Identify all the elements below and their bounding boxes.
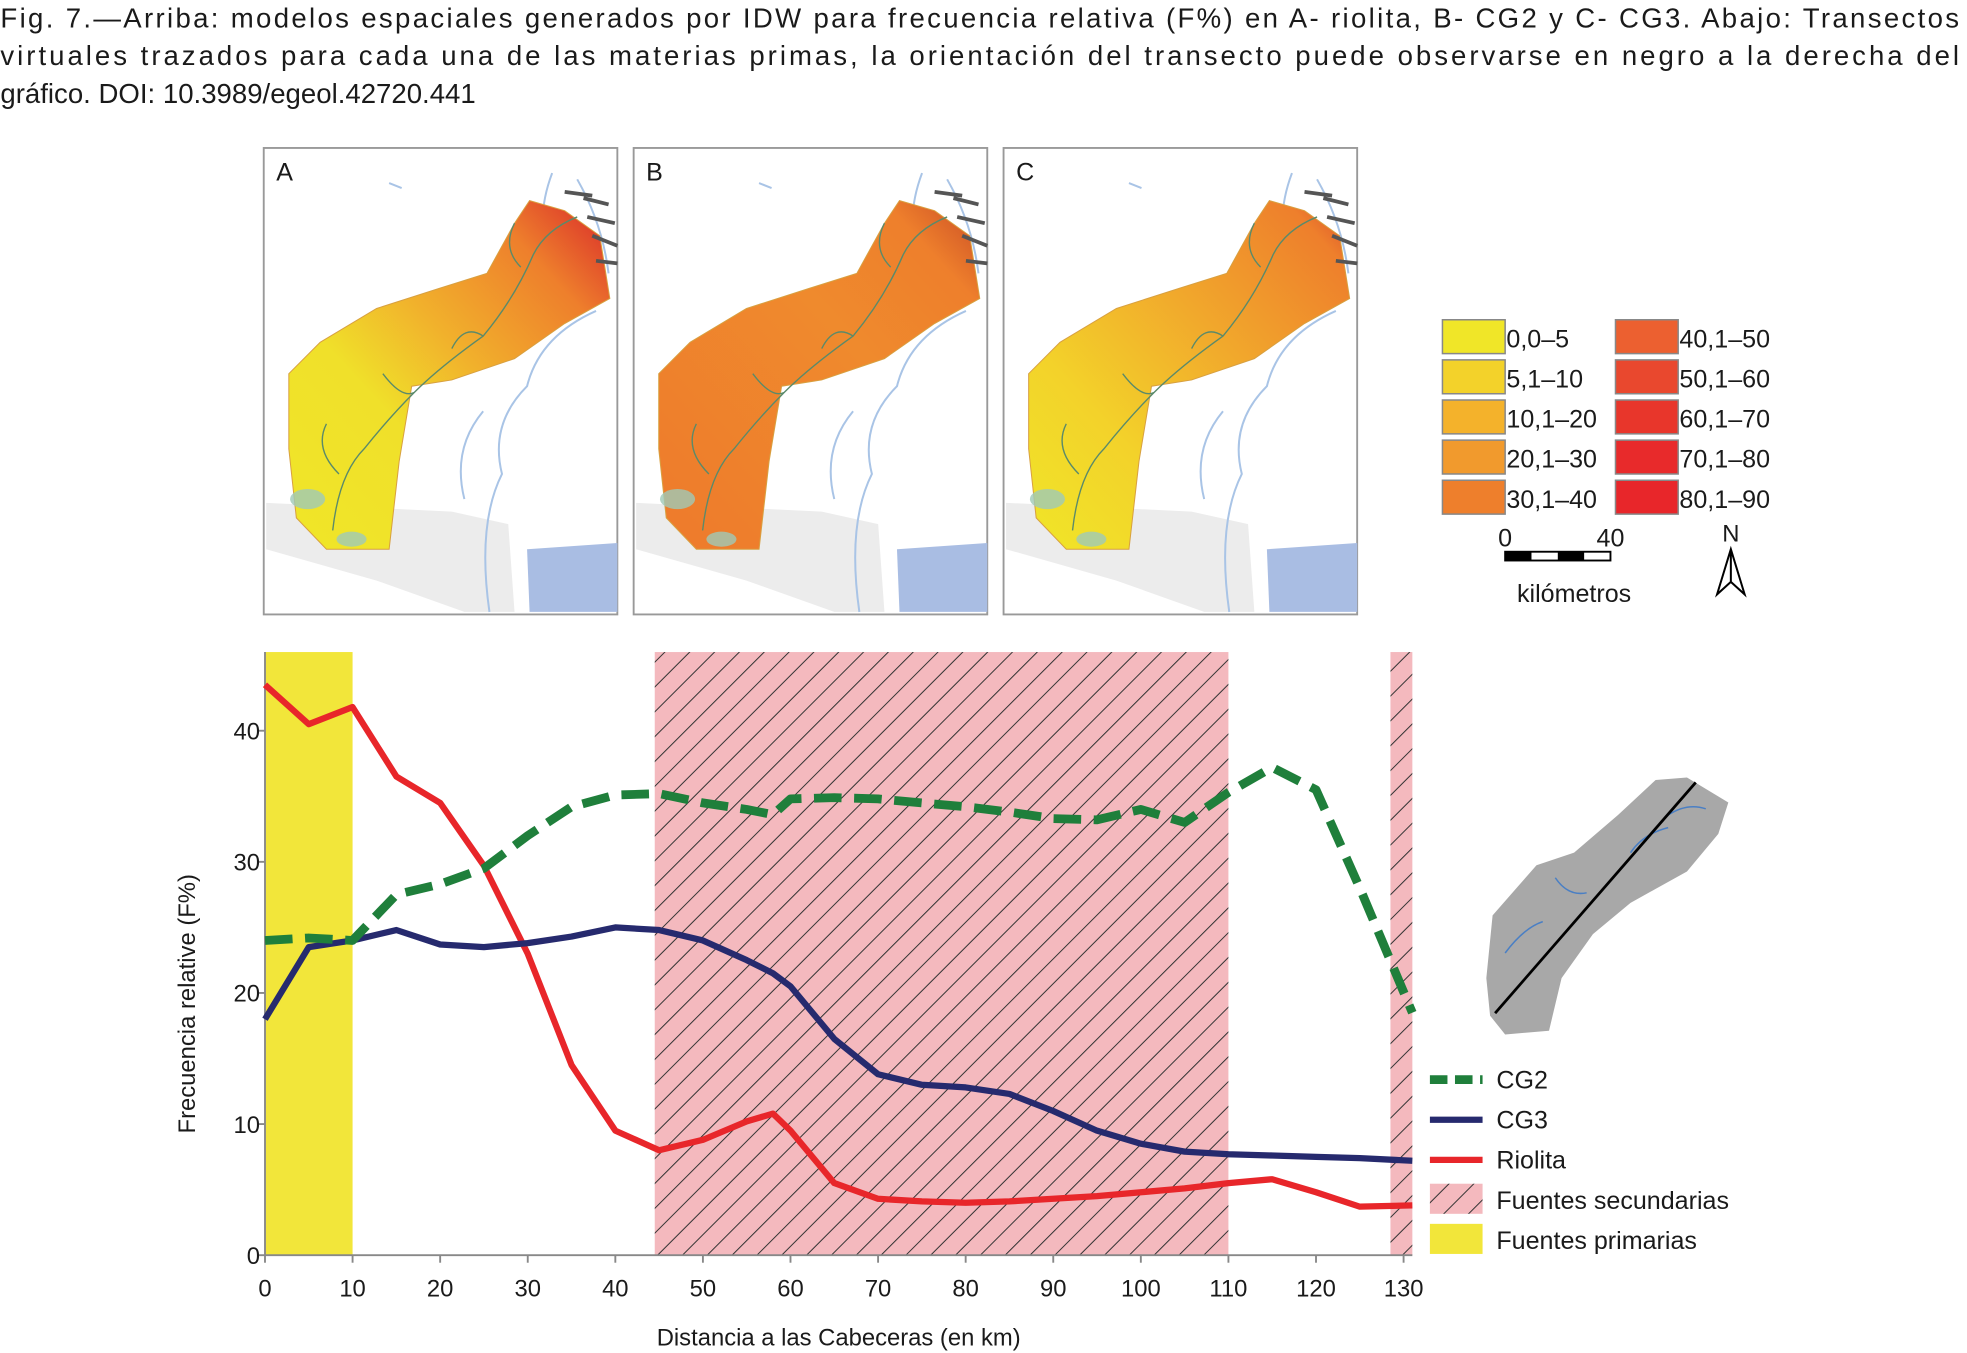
city <box>564 189 619 266</box>
series-line <box>262 682 1413 1210</box>
legend-label: 20,1–30 <box>1506 446 1597 474</box>
sea <box>1266 542 1358 612</box>
map-legend: 0,0–5 5,1–10 10,1–20 20,1–30 30,1–40 40,1–50 5… <box>1441 319 1770 608</box>
maps: A B C <box>262 147 1359 616</box>
legend-label: 10,1–20 <box>1506 406 1597 434</box>
transect-line <box>1494 781 1697 1015</box>
scale-unit: kilómetros <box>1517 580 1631 608</box>
x-tick-label: 70 <box>865 1276 892 1303</box>
legend-swatch <box>1441 399 1506 435</box>
legend-label: 50,1–60 <box>1679 365 1770 393</box>
legend-label: CG2 <box>1496 1066 1548 1094</box>
y-tick-label: 0 <box>247 1243 260 1270</box>
lagoon <box>1076 531 1107 547</box>
legend-label: CG3 <box>1496 1107 1548 1135</box>
x-tick-label: 40 <box>602 1276 629 1303</box>
source-band <box>264 652 353 1256</box>
lagoon <box>1029 489 1066 510</box>
series-line <box>264 763 1417 1015</box>
x-tick-label: 50 <box>690 1276 717 1303</box>
map-label: C <box>1016 159 1034 187</box>
legend-label: Fuentes primarias <box>1496 1227 1697 1255</box>
idw-surface <box>288 200 611 550</box>
y-tick-label: 40 <box>233 718 260 745</box>
legend-swatch <box>1614 399 1679 435</box>
caption-line: Fig. 7.—Arriba: modelos espaciales gener… <box>0 3 1959 34</box>
legend-swatch <box>1614 319 1679 355</box>
city <box>934 189 988 266</box>
legend-swatch <box>1429 1183 1483 1214</box>
lagoon <box>336 531 367 547</box>
sea <box>896 542 988 612</box>
map-panel: B <box>632 147 989 616</box>
x-tick-label: 30 <box>514 1276 541 1303</box>
legend-swatch <box>1441 319 1506 355</box>
source-band <box>1390 652 1413 1256</box>
y-tick-label: 30 <box>233 850 260 877</box>
y-tick-label: 10 <box>233 1112 260 1139</box>
transect-rivers <box>1504 805 1707 954</box>
scale-bar-fill <box>1505 551 1532 561</box>
north-label: N <box>1722 521 1739 548</box>
legend-swatch <box>1441 439 1506 475</box>
x-tick-label: 80 <box>952 1276 979 1303</box>
x-tick-label: 90 <box>1040 1276 1067 1303</box>
north-arrow <box>1715 545 1747 598</box>
legend-swatch <box>1429 1223 1483 1254</box>
legend-label: 5,1–10 <box>1506 365 1583 393</box>
idw-surface <box>658 200 981 550</box>
legend-label: Riolita <box>1496 1147 1566 1175</box>
legend-label: 60,1–70 <box>1679 406 1770 434</box>
x-tick-label: 60 <box>777 1276 804 1303</box>
x-tick-label: 130 <box>1384 1276 1424 1303</box>
source-band <box>654 652 1229 1256</box>
drainage <box>691 216 948 531</box>
legend-label: 40,1–50 <box>1679 325 1770 353</box>
legend-label: 70,1–80 <box>1679 446 1770 474</box>
legend-label: 0,0–5 <box>1506 325 1569 353</box>
series-line <box>262 924 1413 1164</box>
legend-swatch <box>1614 359 1679 395</box>
y-tick-label: 20 <box>233 981 260 1008</box>
x-tick-label: 0 <box>258 1276 271 1303</box>
city <box>1304 189 1358 266</box>
x-tick-label: 120 <box>1296 1276 1336 1303</box>
transect-inset <box>1486 777 1729 1035</box>
lagoon <box>659 489 696 510</box>
x-tick-label: 100 <box>1121 1276 1161 1303</box>
sea <box>527 542 618 612</box>
caption-line: virtuales trazados para cada una de las … <box>0 40 1959 71</box>
legend-label: 80,1–90 <box>1679 486 1770 514</box>
lagoon <box>706 531 737 547</box>
scale-tick-label: 0 <box>1498 525 1512 553</box>
lagoon <box>290 489 326 510</box>
map-panel: A <box>262 147 619 616</box>
legend-swatch <box>1614 439 1679 475</box>
caption: Fig. 7.—Arriba: modelos espaciales gener… <box>0 3 1959 109</box>
map-panel: C <box>1002 147 1359 616</box>
map-label: B <box>646 159 663 187</box>
x-axis-title: Distancia a las Cabeceras (en km) <box>657 1324 1021 1351</box>
y-axis-title: Frecuencia relative (F%) <box>174 874 201 1133</box>
line-chart: 0 10 20 30 40 0 10 20 30 40 50 60 70 80 90 100 110 120 130… <box>174 652 1729 1351</box>
scale-bar-fill <box>1557 551 1585 561</box>
map-label: A <box>276 159 293 187</box>
drainage <box>1061 216 1318 531</box>
x-tick-label: 110 <box>1209 1276 1247 1303</box>
legend-label: 30,1–40 <box>1506 486 1597 514</box>
scale-tick-label: 40 <box>1597 525 1625 553</box>
legend-swatch <box>1441 479 1506 515</box>
idw-surface <box>1028 200 1351 550</box>
caption-line: gráfico. DOI: 10.3989/egeol.42720.441 <box>0 78 475 109</box>
x-tick-label: 10 <box>339 1276 366 1303</box>
legend-label: Fuentes secundarias <box>1496 1187 1729 1215</box>
drainage <box>321 216 578 531</box>
legend-swatch <box>1614 479 1679 515</box>
legend-swatch <box>1441 359 1506 395</box>
x-tick-label: 20 <box>427 1276 453 1303</box>
transect-region <box>1486 777 1729 1035</box>
